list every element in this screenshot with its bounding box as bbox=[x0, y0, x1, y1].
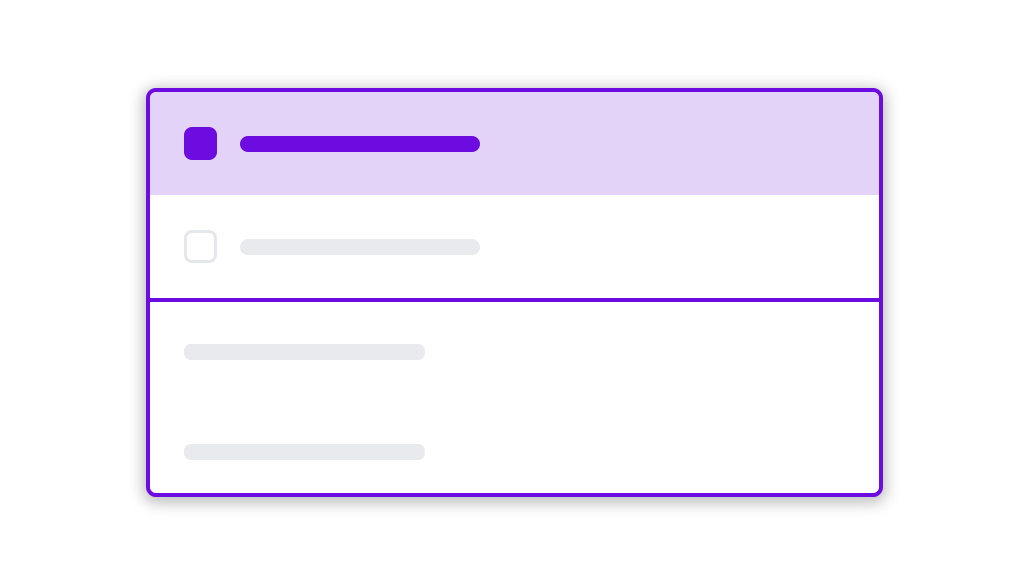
details-section bbox=[150, 302, 879, 493]
text-line-placeholder bbox=[184, 344, 425, 360]
section-divider bbox=[150, 298, 879, 302]
selected-option-label-placeholder bbox=[240, 135, 480, 152]
checkbox-unchecked-icon[interactable] bbox=[184, 230, 217, 263]
unselected-option-row[interactable] bbox=[150, 195, 879, 298]
text-line-placeholder bbox=[184, 444, 425, 460]
selected-option-row[interactable] bbox=[150, 92, 879, 195]
option-label-placeholder bbox=[240, 238, 480, 255]
selection-card bbox=[146, 88, 883, 497]
checkbox-checked-icon[interactable] bbox=[184, 127, 217, 160]
